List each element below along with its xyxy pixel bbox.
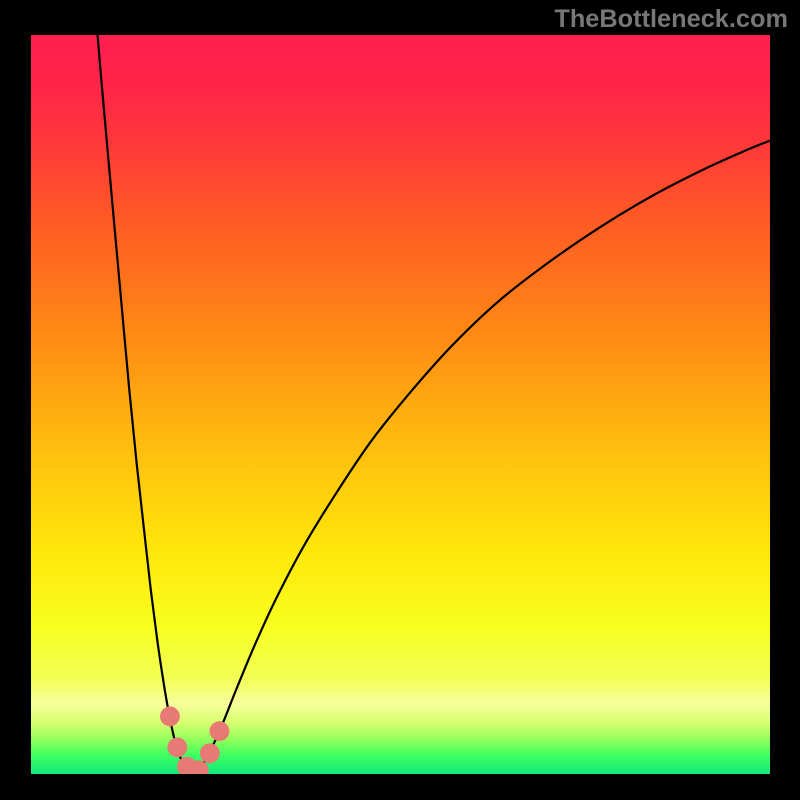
- marker-point: [161, 707, 180, 726]
- plot-area: [31, 35, 770, 774]
- marker-point: [168, 738, 187, 757]
- marker-point: [200, 744, 219, 763]
- watermark-label: TheBottleneck.com: [554, 5, 788, 34]
- marker-point: [210, 722, 229, 741]
- figure-root: TheBottleneck.com: [0, 0, 800, 800]
